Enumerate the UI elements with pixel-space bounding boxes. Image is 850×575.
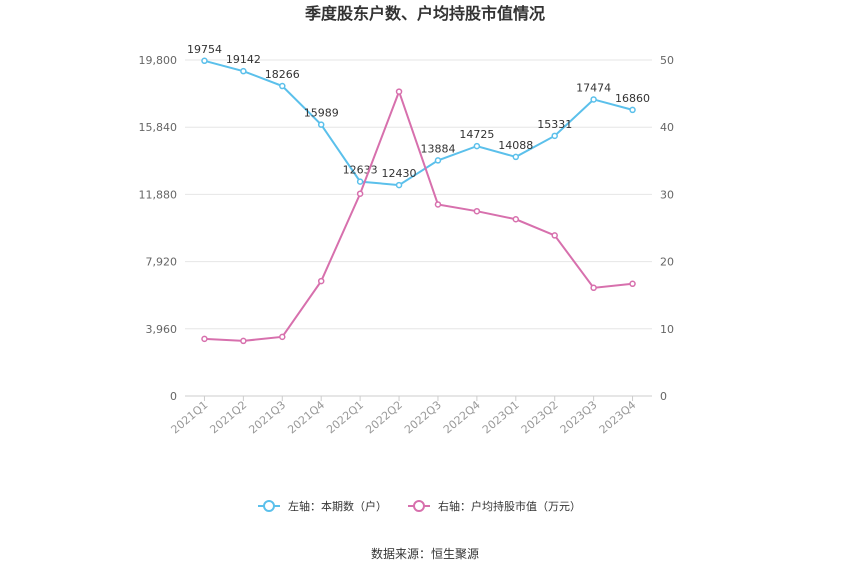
data-point[interactable] xyxy=(317,121,325,128)
right-tick-label: 30 xyxy=(660,188,674,201)
x-tick-label: 2023Q2 xyxy=(519,398,561,436)
data-point[interactable] xyxy=(356,190,364,197)
data-label: 19754 xyxy=(187,43,222,56)
data-point[interactable] xyxy=(356,178,364,185)
data-label: 13884 xyxy=(420,142,455,155)
x-tick-label: 2021Q4 xyxy=(285,398,327,436)
x-tick-label: 2022Q2 xyxy=(363,398,405,436)
legend-item[interactable]: 左轴：本期数（户） xyxy=(258,499,387,513)
data-label: 14088 xyxy=(498,139,533,152)
legend-item[interactable]: 右轴：户均持股市值（万元） xyxy=(408,499,581,513)
chart-title: 季度股东户数、户均持股市值情况 xyxy=(304,4,545,23)
data-point[interactable] xyxy=(473,142,481,150)
data-point[interactable] xyxy=(434,201,442,208)
data-point[interactable] xyxy=(201,335,208,343)
data-source: 数据来源：恒生聚源 xyxy=(371,546,479,561)
left-tick-label: 11,880 xyxy=(139,188,178,201)
data-label: 18266 xyxy=(265,68,300,81)
data-point[interactable] xyxy=(434,157,442,164)
data-point[interactable] xyxy=(473,207,481,215)
series-line xyxy=(204,88,633,342)
legend[interactable]: 左轴：本期数（户） 右轴：户均持股市值（万元） xyxy=(258,499,581,513)
right-tick-label: 20 xyxy=(660,256,674,269)
data-point[interactable] xyxy=(590,284,597,292)
legend-label: 右轴：户均持股市值（万元） xyxy=(438,499,581,513)
data-label: 14725 xyxy=(459,128,494,141)
x-tick-label: 2022Q3 xyxy=(402,398,444,436)
data-point[interactable] xyxy=(240,337,247,345)
data-point[interactable] xyxy=(395,181,403,189)
data-point[interactable] xyxy=(512,216,520,223)
x-tick-label: 2021Q2 xyxy=(208,398,250,436)
x-tick-label: 2023Q1 xyxy=(480,398,522,436)
series-line xyxy=(204,59,633,187)
data-point[interactable] xyxy=(201,57,208,65)
x-tick-label: 2021Q1 xyxy=(169,398,211,436)
left-tick-label: 3,960 xyxy=(146,323,178,336)
data-point[interactable] xyxy=(279,333,286,341)
left-tick-label: 15,840 xyxy=(139,121,178,134)
data-label: 17474 xyxy=(576,81,611,94)
right-axis: 0 10 20 30 40 50 xyxy=(660,54,674,403)
x-axis: 2021Q12021Q22021Q32021Q42022Q12022Q22022… xyxy=(169,396,639,436)
right-tick-label: 10 xyxy=(660,323,674,336)
data-label: 16860 xyxy=(615,92,650,105)
left-tick-label: 19,800 xyxy=(139,54,178,67)
data-point[interactable] xyxy=(590,96,597,103)
left-tick-label: 7,920 xyxy=(146,256,178,269)
x-tick-label: 2022Q4 xyxy=(441,398,483,436)
legend-swatch-marker xyxy=(413,500,425,512)
data-label: 15989 xyxy=(304,107,339,120)
data-point[interactable] xyxy=(551,232,558,239)
x-tick-label: 2021Q3 xyxy=(246,398,288,436)
right-tick-label: 0 xyxy=(660,390,667,403)
data-point[interactable] xyxy=(395,88,403,95)
left-axis: 0 3,960 7,920 11,880 15,840 19,800 xyxy=(139,54,178,403)
legend-label: 左轴：本期数（户） xyxy=(288,499,387,513)
x-tick-label: 2022Q1 xyxy=(324,398,366,436)
data-point[interactable] xyxy=(551,132,558,140)
data-label: 15331 xyxy=(537,118,572,131)
right-tick-label: 50 xyxy=(660,54,674,67)
left-tick-label: 0 xyxy=(170,390,177,403)
data-point[interactable] xyxy=(512,153,520,161)
data-point[interactable] xyxy=(629,106,636,114)
x-tick-label: 2023Q3 xyxy=(558,398,600,436)
data-point[interactable] xyxy=(240,67,247,75)
x-tick-label: 2023Q4 xyxy=(597,398,639,436)
data-label: 12430 xyxy=(382,167,417,180)
data-point[interactable] xyxy=(629,280,636,288)
legend-swatch-marker xyxy=(263,500,275,512)
data-label: 19142 xyxy=(226,53,261,66)
data-point[interactable] xyxy=(317,277,325,285)
right-tick-label: 40 xyxy=(660,121,674,134)
data-label: 12633 xyxy=(343,164,378,177)
grid xyxy=(185,59,652,397)
data-point[interactable] xyxy=(279,82,286,90)
